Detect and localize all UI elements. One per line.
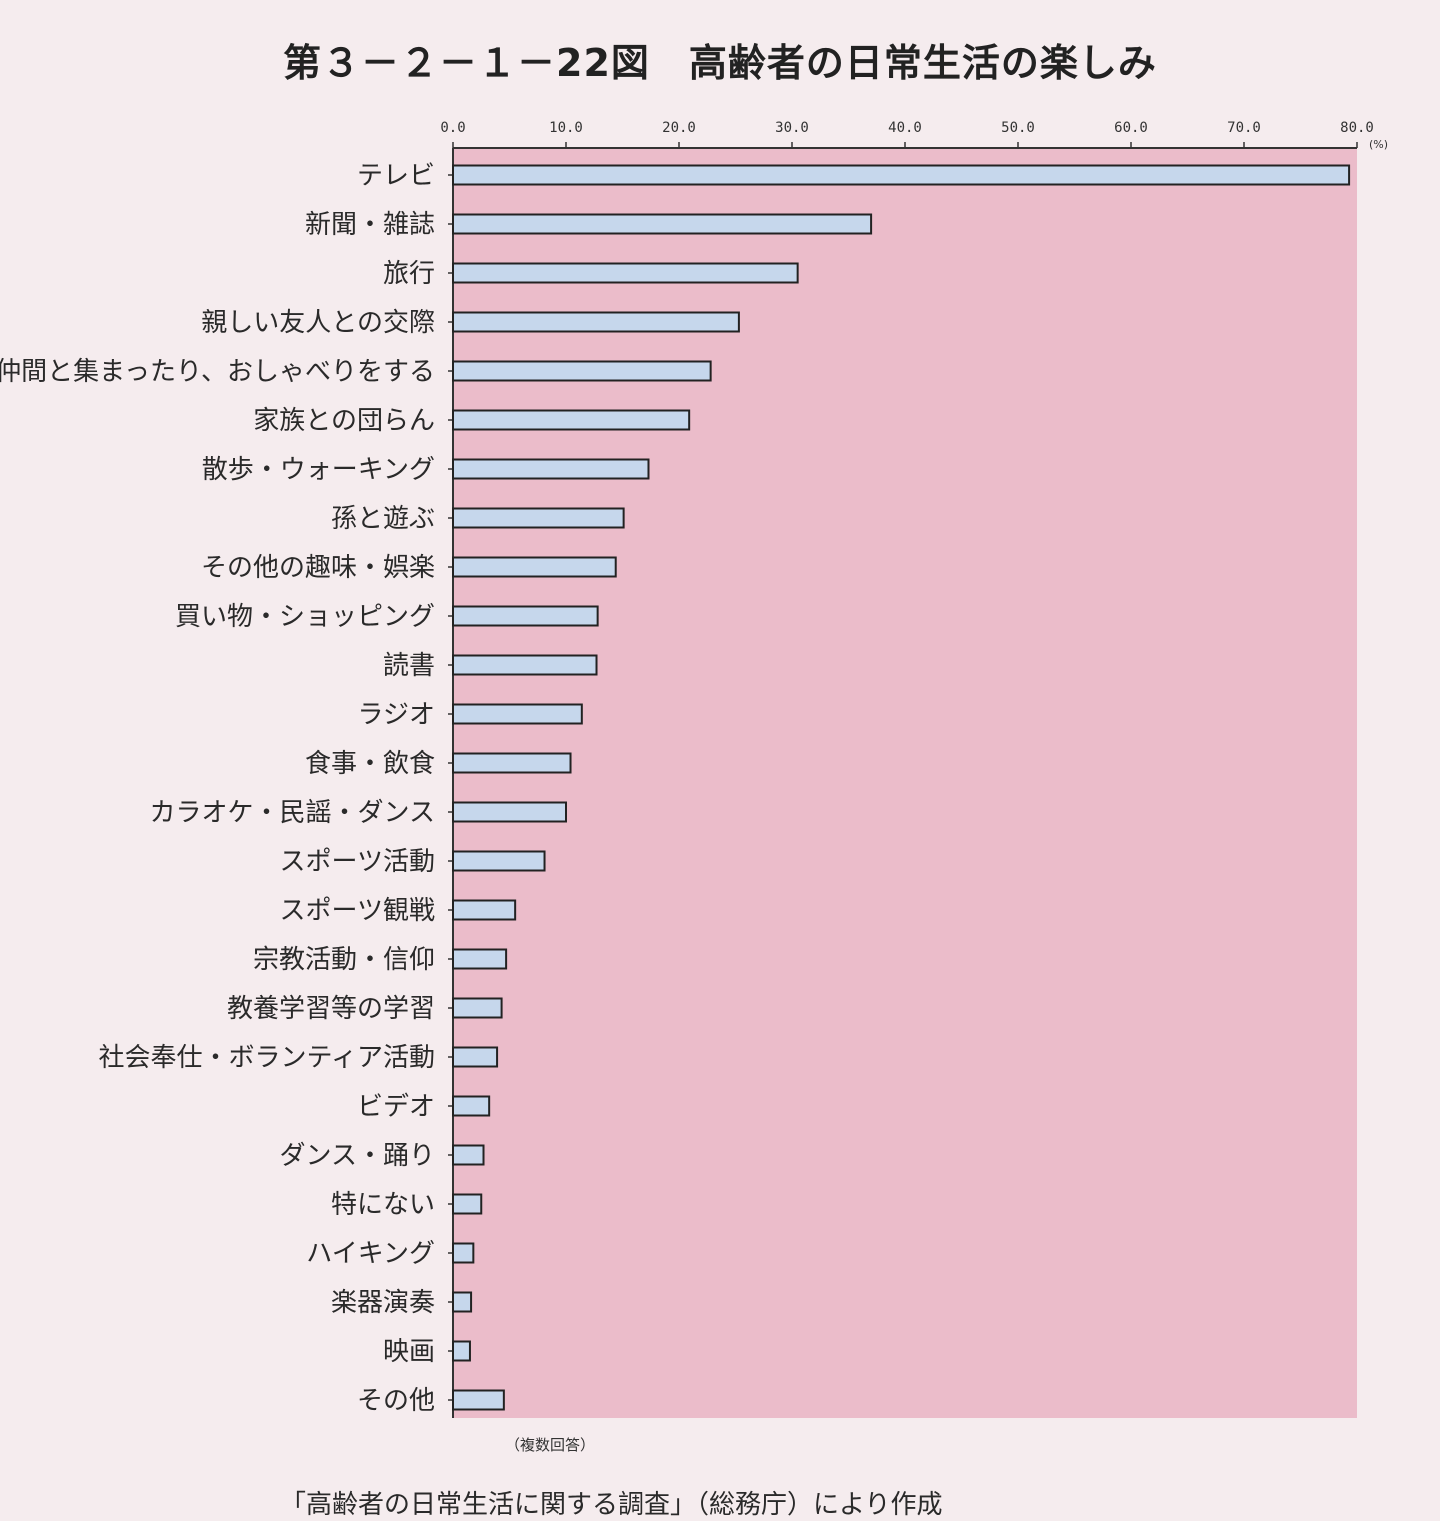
bar [452, 1095, 491, 1117]
bar [452, 1340, 471, 1362]
category-label: スポーツ活動 [280, 847, 435, 877]
chart-title: 第３－２－１－22図 高齢者の日常生活の楽しみ [283, 41, 1157, 85]
category-label: 旅行 [383, 259, 435, 289]
x-tick-label: 0.0 [440, 120, 465, 136]
category-label: ハイキング [306, 1239, 435, 1269]
category-label: その他の趣味・娯楽 [201, 553, 435, 583]
bar [452, 311, 740, 333]
bar [452, 1389, 505, 1411]
category-label: 社会奉仕・ボランティア活動 [99, 1043, 435, 1073]
bar [452, 360, 712, 382]
x-tick-label: 30.0 [775, 120, 809, 136]
category-label: 宗教活動・信仰 [253, 945, 435, 975]
category-label: 読書 [383, 651, 435, 681]
category-label: その他 [357, 1386, 435, 1416]
category-label: ダンス・踊り [280, 1141, 435, 1171]
x-tick-label: 40.0 [888, 120, 922, 136]
category-label: 教養学習等の学習 [227, 994, 435, 1024]
bar [452, 556, 617, 578]
category-label: 親しい友人との交際 [201, 308, 435, 338]
category-label: ラジオ [358, 700, 435, 730]
bar [452, 409, 691, 431]
category-label: 食事・飲食 [305, 749, 435, 779]
category-label: ビデオ [357, 1092, 435, 1122]
bar [452, 605, 599, 627]
bar [452, 164, 1351, 186]
x-tick-label: 20.0 [662, 120, 696, 136]
bar [452, 262, 799, 284]
x-tick-label: 10.0 [549, 120, 583, 136]
multiple-answer-note: （複数回答） [505, 1436, 596, 1454]
category-label: 家族との団らん [253, 406, 435, 436]
plot-area [453, 148, 1357, 1418]
category-label: カラオケ・民謡・ダンス [150, 798, 435, 828]
category-label: 新聞・雑誌 [305, 210, 435, 240]
bar [452, 801, 567, 823]
x-tick-label: 70.0 [1227, 120, 1261, 136]
bar [452, 654, 598, 676]
bar [452, 1242, 475, 1264]
category-label: 特にない [331, 1190, 435, 1220]
category-label: スポーツ観戦 [280, 896, 435, 926]
bar [452, 1193, 483, 1215]
category-label: テレビ [357, 161, 435, 191]
bar [452, 997, 503, 1019]
x-tick-label: 60.0 [1114, 120, 1148, 136]
bar [452, 899, 517, 921]
x-unit-label: (%) [1369, 138, 1388, 151]
bar [452, 1046, 499, 1068]
bar [452, 1144, 485, 1166]
source-note: 「高齢者の日常生活に関する調査」（総務庁）により作成 [280, 1490, 943, 1520]
bar [452, 850, 546, 872]
category-label: 映画 [383, 1337, 435, 1367]
x-tick-label: 80.0 [1340, 120, 1374, 136]
category-label: 孫と遊ぶ [331, 504, 435, 534]
bar [452, 948, 508, 970]
bar [452, 752, 572, 774]
bar [452, 458, 650, 480]
category-label: 楽器演奏 [331, 1288, 435, 1318]
x-tick-label: 50.0 [1001, 120, 1035, 136]
bar [452, 1291, 473, 1313]
bar [452, 703, 583, 725]
bar [452, 507, 625, 529]
category-label: 買い物・ショッピング [175, 602, 435, 632]
category-label: 散歩・ウォーキング [202, 455, 435, 485]
bar [452, 213, 873, 235]
category-label: 仲間と集まったり、おしゃべりをする [0, 357, 435, 387]
